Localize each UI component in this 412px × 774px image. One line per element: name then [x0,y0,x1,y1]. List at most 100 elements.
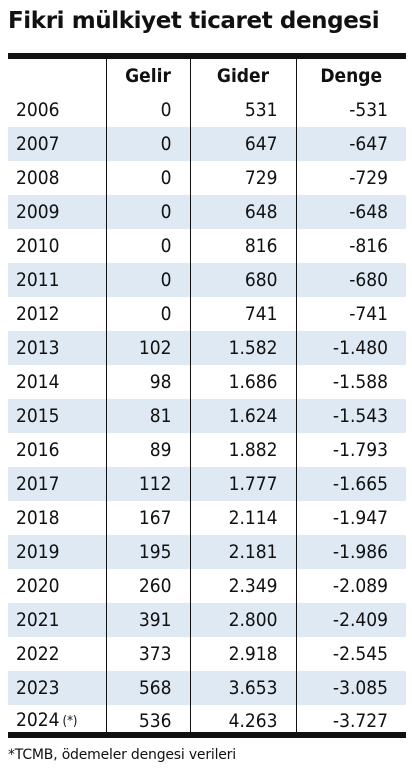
cell-year: 2018 [8,501,106,535]
cell-year: 2020 [8,569,106,603]
year-label: 2007 [16,133,60,155]
table-row: 2022 373 2.918 -2.545 [8,637,406,671]
cell-denge: -1.480 [295,331,406,365]
cell-gelir: 195 [105,535,190,569]
cell-gider: 647 [189,127,296,161]
year-label: 2009 [16,201,60,223]
year-label: 2014 [16,371,60,393]
table-row: 2009 0 648 -648 [8,195,406,229]
cell-denge: -648 [295,195,406,229]
year-label: 2019 [16,541,60,563]
cell-gelir: 0 [105,229,190,263]
cell-year: 2011 [8,263,106,297]
cell-year: 2014 [8,365,106,399]
bottom-rule [8,732,406,738]
cell-gelir: 373 [105,637,190,671]
footnote: *TCMB, ödemeler dengesi verileri [8,747,236,763]
cell-denge: -1.543 [295,399,406,433]
cell-gelir: 0 [105,297,190,331]
cell-denge: -2.089 [295,569,406,603]
cell-denge: -3.085 [295,671,406,705]
cell-gelir: 568 [105,671,190,705]
cell-gelir: 98 [105,365,190,399]
cell-gider: 729 [189,161,296,195]
year-label: 2024 [16,709,60,731]
cell-gelir: 260 [105,569,190,603]
cell-gelir: 112 [105,467,190,501]
table-row: 2024 (*) 536 4.263 -3.727 [8,705,406,737]
cell-gelir: 81 [105,399,190,433]
header-gider: Gider [189,59,296,93]
cell-gelir: 0 [105,127,190,161]
year-label: 2023 [16,677,60,699]
year-label: 2011 [16,269,60,291]
table-row: 2013 102 1.582 -1.480 [8,331,406,365]
cell-gelir: 0 [105,195,190,229]
cell-year: 2015 [8,399,106,433]
top-rule [8,53,406,59]
header-denge: Denge [295,59,406,93]
table-row: 2018 167 2.114 -1.947 [8,501,406,535]
cell-gelir: 391 [105,603,190,637]
cell-denge: -1.665 [295,467,406,501]
year-label: 2006 [16,99,60,121]
year-label: 2016 [16,439,60,461]
cell-gider: 2.349 [189,569,296,603]
cell-gelir: 0 [105,161,190,195]
data-table: Gelir Gider Denge 2006 0 531 -531 2007 0 647 -6… [8,59,406,737]
cell-gider: 531 [189,93,296,127]
cell-year: 2021 [8,603,106,637]
cell-gider: 1.624 [189,399,296,433]
year-label: 2008 [16,167,60,189]
cell-denge: -3.727 [295,705,406,737]
cell-denge: -2.545 [295,637,406,671]
cell-denge: -2.409 [295,603,406,637]
cell-year: 2013 [8,331,106,365]
cell-year: 2007 [8,127,106,161]
year-label: 2020 [16,575,60,597]
year-label: 2010 [16,235,60,257]
cell-gider: 4.263 [189,705,296,737]
table-row: 2017 112 1.777 -1.665 [8,467,406,501]
cell-denge: -680 [295,263,406,297]
cell-year: 2024 (*) [8,705,106,737]
cell-year: 2012 [8,297,106,331]
header-gelir: Gelir [105,59,190,93]
cell-gider: 2.114 [189,501,296,535]
cell-year: 2008 [8,161,106,195]
cell-gider: 1.686 [189,365,296,399]
cell-gider: 2.918 [189,637,296,671]
cell-gider: 680 [189,263,296,297]
cell-denge: -531 [295,93,406,127]
cell-year: 2010 [8,229,106,263]
table-row: 2007 0 647 -647 [8,127,406,161]
cell-gelir: 0 [105,263,190,297]
cell-gelir: 167 [105,501,190,535]
year-label: 2013 [16,337,60,359]
cell-year: 2009 [8,195,106,229]
year-label: 2017 [16,473,60,495]
cell-gider: 648 [189,195,296,229]
cell-denge: -741 [295,297,406,331]
table-body: 2006 0 531 -531 2007 0 647 -647 2008 0 729 -729 2009… [8,93,406,737]
table-row: 2008 0 729 -729 [8,161,406,195]
cell-gelir: 89 [105,433,190,467]
cell-gider: 1.777 [189,467,296,501]
table-row: 2016 89 1.882 -1.793 [8,433,406,467]
cell-denge: -816 [295,229,406,263]
table-row: 2006 0 531 -531 [8,93,406,127]
cell-gider: 1.882 [189,433,296,467]
cell-gelir: 0 [105,93,190,127]
cell-year: 2006 [8,93,106,127]
cell-denge: -1.793 [295,433,406,467]
table-row: 2019 195 2.181 -1.986 [8,535,406,569]
table-row: 2011 0 680 -680 [8,263,406,297]
chart-title: Fikri mülkiyet ticaret dengesi [8,8,380,34]
cell-gider: 741 [189,297,296,331]
table-row: 2010 0 816 -816 [8,229,406,263]
table-row: 2014 98 1.686 -1.588 [8,365,406,399]
cell-gider: 3.653 [189,671,296,705]
table-row: 2021 391 2.800 -2.409 [8,603,406,637]
cell-denge: -1.986 [295,535,406,569]
cell-denge: -729 [295,161,406,195]
